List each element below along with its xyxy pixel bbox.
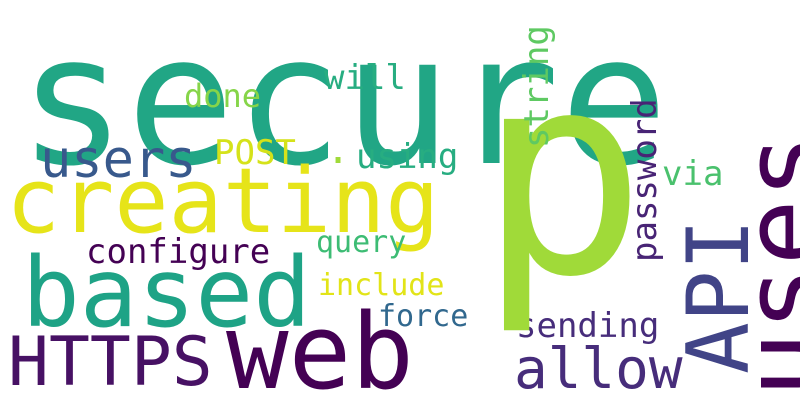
word-password: password bbox=[625, 98, 665, 262]
word-https: HTTPS bbox=[8, 323, 213, 400]
word-configure: configure bbox=[86, 232, 271, 272]
word-using: using bbox=[356, 137, 459, 177]
word-query: query bbox=[316, 225, 407, 260]
word-done: done bbox=[184, 77, 262, 115]
word-web: web bbox=[226, 291, 414, 400]
word-secure: secure bbox=[18, 0, 669, 206]
word-uses: uses bbox=[719, 133, 800, 398]
word-post: POST bbox=[214, 133, 296, 173]
word-allow: allow bbox=[514, 337, 683, 400]
word-p: p bbox=[478, 13, 647, 339]
word-sending: sending bbox=[516, 306, 660, 346]
word-dot: . bbox=[326, 127, 351, 173]
word-will: will bbox=[324, 58, 406, 98]
word-via: via bbox=[662, 154, 724, 194]
word-creating: creating bbox=[6, 149, 440, 254]
word-string: string bbox=[517, 25, 557, 148]
word-include: include bbox=[318, 268, 445, 303]
word-users: users bbox=[40, 130, 197, 190]
word-force: force bbox=[378, 299, 469, 334]
word-based: based bbox=[22, 237, 311, 349]
